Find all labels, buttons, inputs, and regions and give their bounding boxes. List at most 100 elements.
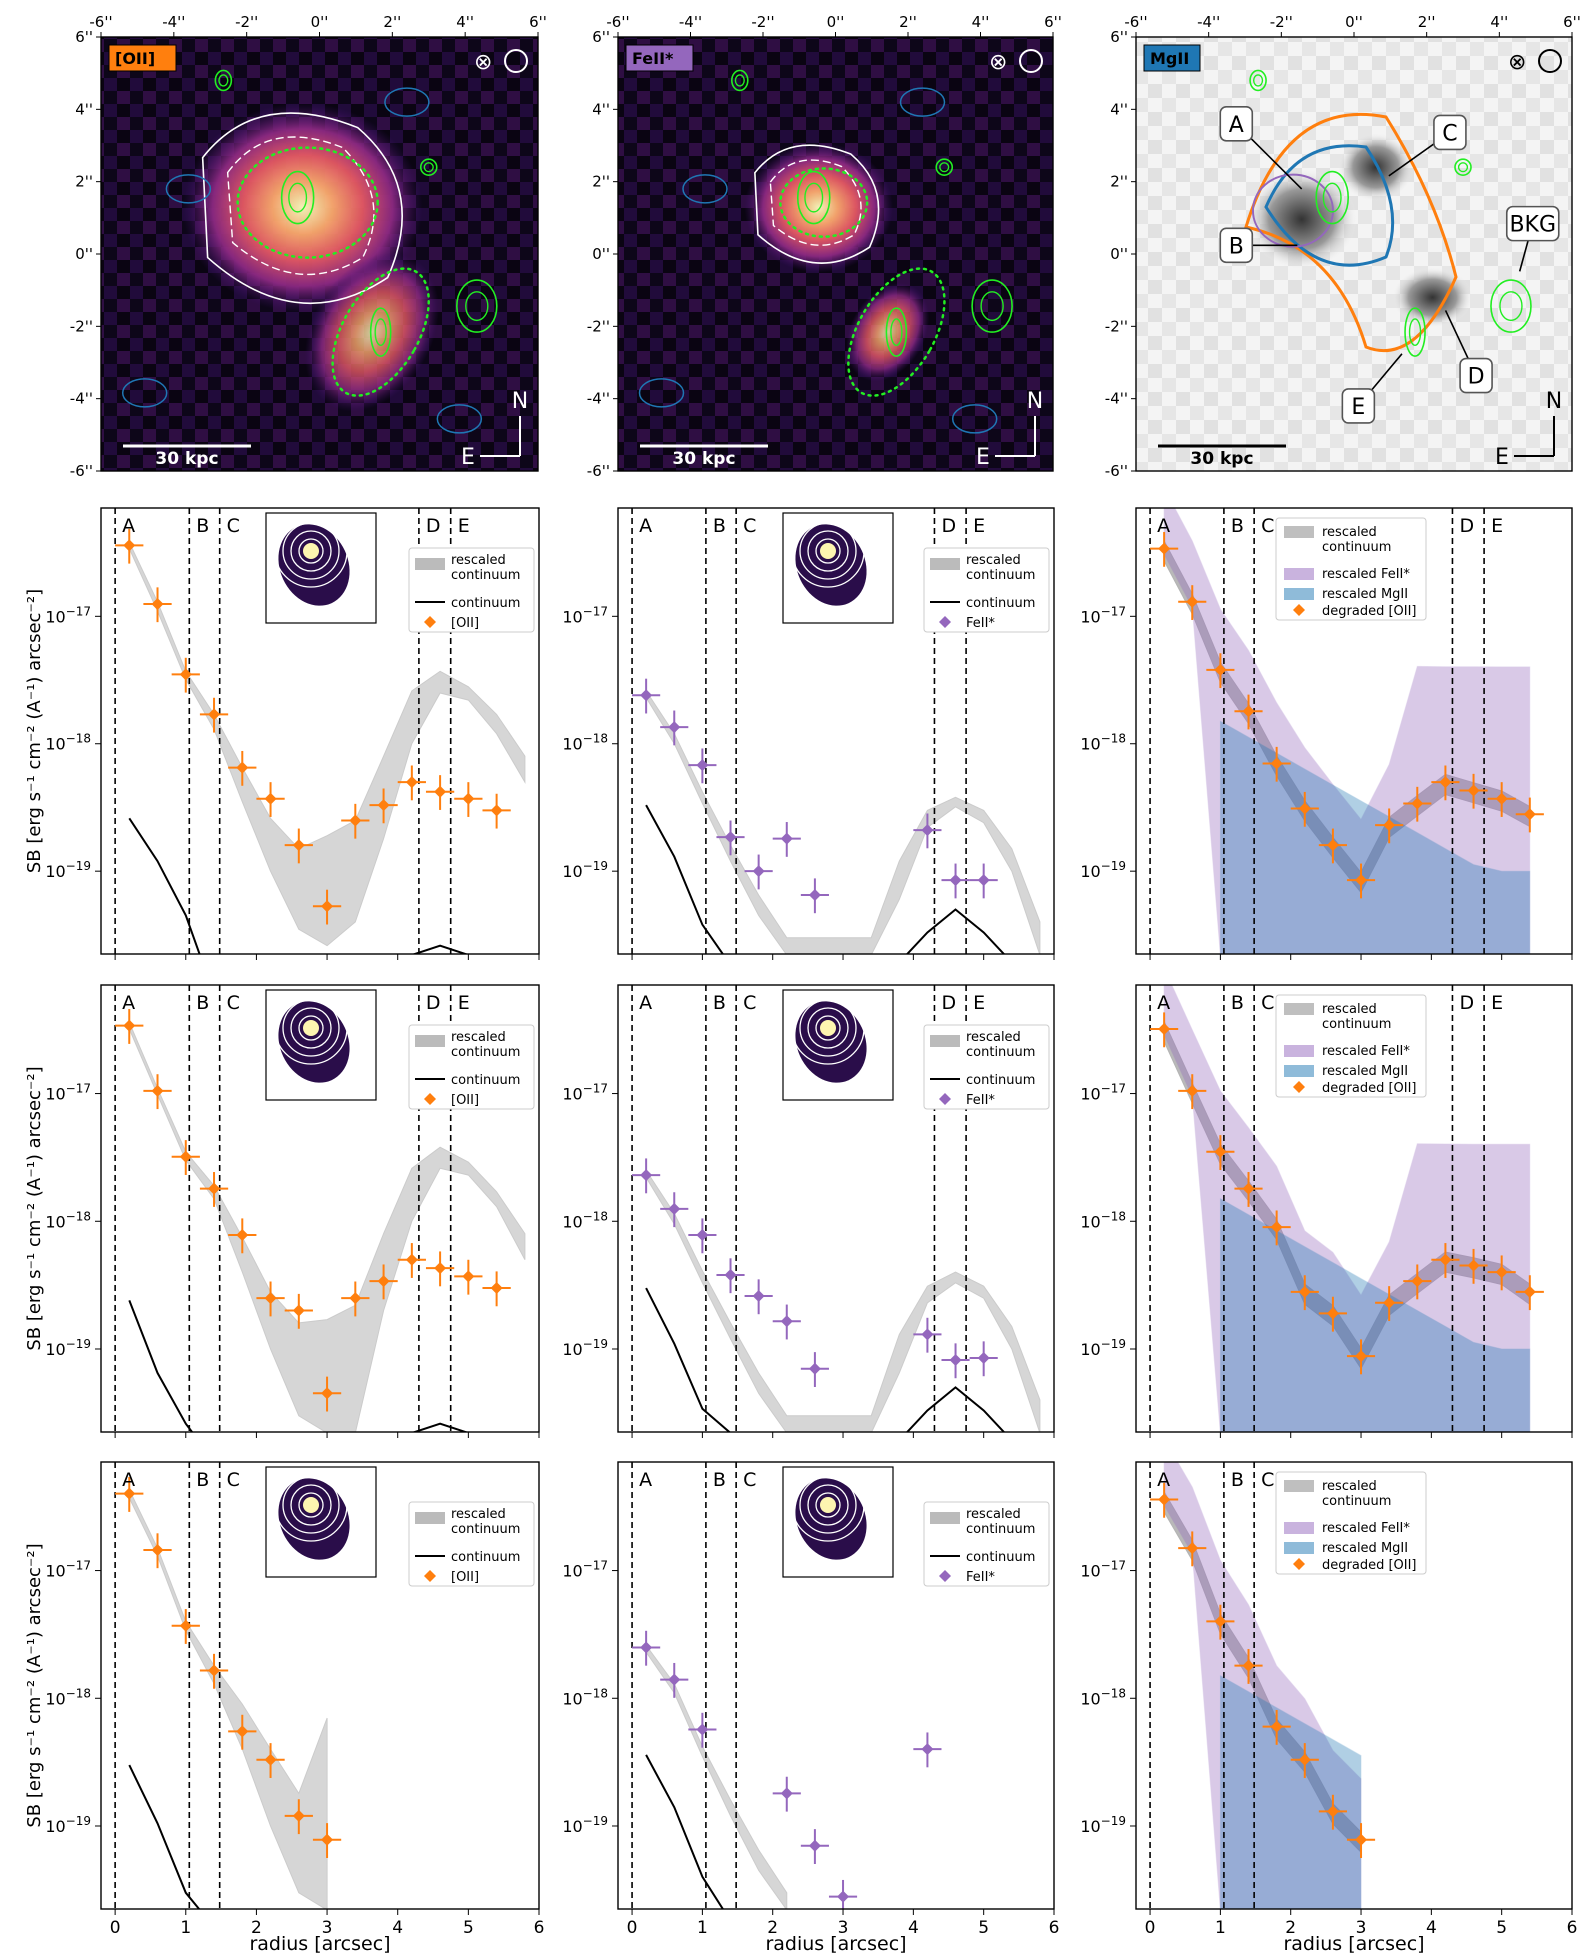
data-point [179, 1150, 192, 1163]
data-point [1270, 757, 1283, 770]
ytick-exp: −17 [1101, 1559, 1126, 1573]
continuum-line [128, 817, 201, 954]
ytick-exp: −17 [1101, 1082, 1126, 1096]
legend-label: continuum [451, 1073, 520, 1088]
image-ytick-label: 6'' [592, 28, 610, 46]
ytick-label: 10−17 [1080, 1082, 1126, 1104]
xlabel: radius [arcsec] [249, 1933, 390, 1955]
legend-label: rescaled [1322, 1479, 1377, 1494]
data-point [434, 1262, 447, 1275]
inset-annulus [298, 1492, 324, 1518]
xtick-label: 3 [322, 1918, 333, 1938]
legend-marker [1293, 1081, 1305, 1093]
data-point [1186, 1542, 1199, 1555]
data-point [208, 1664, 221, 1677]
inset-core [303, 543, 319, 559]
line-label-box [1143, 44, 1201, 72]
legend-label: degraded [OII] [1322, 604, 1417, 619]
annotation-box [1459, 357, 1493, 394]
blue-contour [951, 404, 998, 434]
region-label-a: A [1157, 992, 1170, 1014]
ytick-label: 10−18 [1080, 732, 1126, 754]
inset-core [303, 1020, 319, 1036]
legend-label: [OII] [451, 616, 479, 631]
data-point [236, 761, 249, 774]
image-panel-1: [OII] ⊗ 30 kpc N E -6'' -4'' -2'' 0'' 2'' 4'' 6'' 6'… [70, 13, 547, 480]
data-point [724, 1268, 737, 1281]
profile-frame [617, 984, 1055, 1433]
image-ytick-label: 6'' [75, 28, 93, 46]
data-point [1242, 1659, 1255, 1672]
ytick-base: 10 [562, 1212, 582, 1231]
data-point [1242, 705, 1255, 718]
blue-contour [436, 404, 483, 434]
ytick-base: 10 [562, 1340, 582, 1359]
data-point [151, 1084, 164, 1097]
green-contour [214, 69, 233, 92]
legend-label: continuum [966, 568, 1035, 583]
data-point [1158, 542, 1171, 555]
xtick-label: 2 [251, 1918, 262, 1938]
data-point [405, 1253, 418, 1266]
legend-label: continuum [451, 596, 520, 611]
data-point [1270, 1221, 1283, 1234]
psf-circle-icon [504, 49, 528, 73]
annotation-box [1219, 227, 1254, 264]
ytick-exp: −19 [66, 1337, 91, 1351]
image-xtick-label: 0'' [311, 13, 329, 31]
compass-north-label: N [1027, 389, 1043, 414]
image-ytick-label: 2'' [1110, 173, 1128, 191]
legend-swatch [1284, 1045, 1314, 1057]
xtick-label: 0 [627, 1918, 638, 1938]
ytick-exp: −17 [583, 1082, 608, 1096]
legend-marker [1293, 1558, 1305, 1570]
data-point [490, 804, 503, 817]
image-panel-3: A B C D E BKG MgII ⊗ 30 kpc N E -6'' -4'' -2'' 0'' 2'' 4… [1105, 13, 1581, 480]
ytick-exp: −18 [583, 1686, 608, 1700]
green-contour [890, 318, 903, 347]
region-label-a: A [122, 992, 135, 1014]
data-point [921, 1328, 934, 1341]
white-contour [754, 144, 880, 264]
green-contour [465, 291, 489, 322]
blue-contour [384, 87, 430, 117]
ytick-label: 10−19 [45, 1814, 91, 1836]
ytick-base: 10 [45, 1817, 65, 1836]
ytick-exp: −18 [1101, 1209, 1126, 1223]
xtick-label: 4 [908, 1918, 919, 1938]
continuum-line [411, 944, 469, 954]
region-label-b: B [196, 992, 209, 1014]
inset-core [820, 1020, 836, 1036]
data-point [1214, 1145, 1227, 1158]
green-contour [1454, 158, 1472, 176]
annotation-label-bkg: BKG [1509, 213, 1556, 238]
continuum-line [128, 1764, 201, 1909]
green-contour [885, 307, 908, 357]
inset-region [795, 1478, 867, 1560]
region-label-e: E [458, 515, 470, 537]
data-point [462, 1270, 475, 1283]
ytick-exp: −19 [583, 859, 608, 873]
ytick-label: 10−17 [562, 604, 608, 626]
xtick-label: 6 [1567, 1918, 1578, 1938]
legend-label: degraded [OII] [1322, 1558, 1417, 1573]
image-xtick-label: -6'' [89, 13, 112, 31]
profile-panel-r1c1: A B C D E10−1710−1810−19rescaledcontinuumcon… [45, 507, 540, 960]
legend-swatch [1284, 1003, 1314, 1015]
data-point [780, 832, 793, 845]
scalebar-label: 30 kpc [672, 449, 735, 469]
ytick-base: 10 [45, 607, 65, 626]
legend-label: continuum [966, 596, 1035, 611]
data-point [377, 1275, 390, 1288]
data-point [1411, 1275, 1424, 1288]
image-xtick-label: -4'' [1197, 13, 1220, 31]
annotation-label-b: B [1229, 234, 1244, 259]
ytick-base: 10 [1080, 1212, 1100, 1231]
ytick-base: 10 [1080, 1817, 1100, 1836]
ytick-exp: −19 [66, 859, 91, 873]
ytick-label: 10−17 [1080, 604, 1126, 626]
image-content [618, 37, 1053, 471]
region-label-b: B [196, 1469, 209, 1491]
data-point [1495, 792, 1508, 805]
white-contour-dashed [769, 159, 862, 246]
